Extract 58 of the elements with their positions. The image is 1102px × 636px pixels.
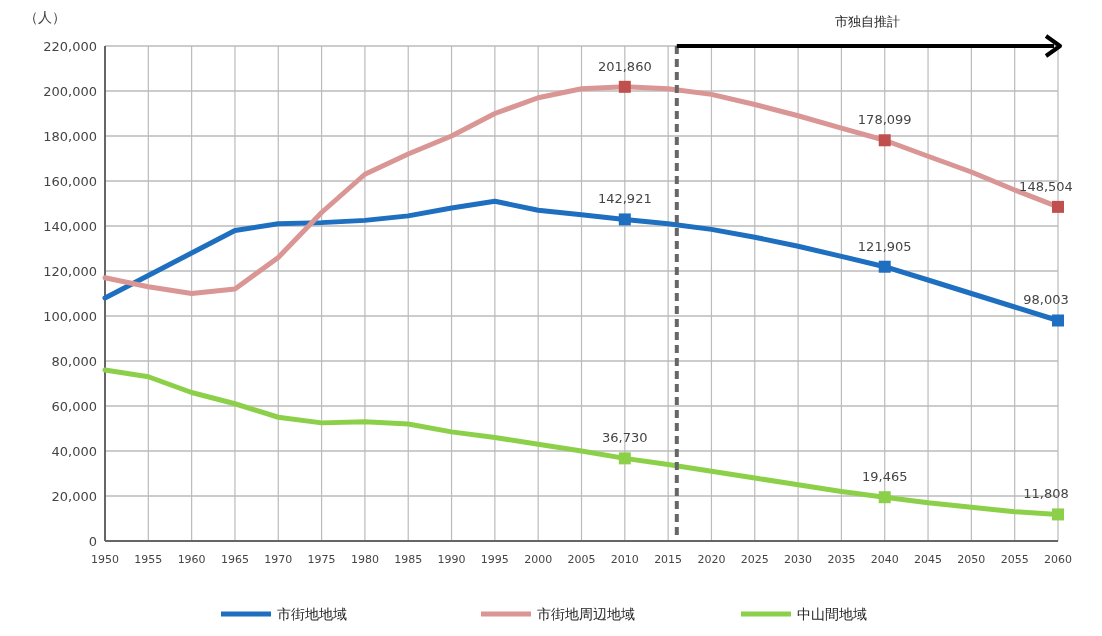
x-tick-label: 1980 — [350, 553, 379, 566]
x-tick-label: 2010 — [610, 553, 639, 566]
point — [878, 491, 891, 504]
x-tick-label: 2045 — [914, 553, 943, 566]
legend-label: 中山間地域 — [797, 606, 867, 622]
x-tick-label: 1985 — [394, 553, 423, 566]
x-tick-label: 2035 — [827, 553, 856, 566]
y-tick-label: 220,000 — [43, 39, 97, 54]
y-tick-label: 160,000 — [43, 174, 97, 189]
x-tick-label: 1990 — [437, 553, 466, 566]
x-tick-label: 1965 — [220, 553, 249, 566]
y-tick-label: 180,000 — [43, 129, 97, 144]
point — [878, 260, 891, 273]
y-tick-label: 120,000 — [43, 264, 97, 279]
x-tick-label: 1970 — [264, 553, 293, 566]
legend-label: 市街地地域 — [277, 606, 347, 622]
legend-label: 市街地周辺地域 — [537, 606, 635, 622]
point — [618, 80, 631, 93]
point — [618, 213, 631, 226]
data-label: 11,808 — [1023, 486, 1069, 502]
x-tick-label: 1955 — [134, 553, 163, 566]
x-tick-label: 2025 — [740, 553, 769, 566]
x-tick-label: 1995 — [480, 553, 509, 566]
x-tick-label: 1975 — [307, 553, 336, 566]
y-tick-label: 40,000 — [51, 444, 97, 459]
x-tick-label: 1960 — [177, 553, 206, 566]
x-tick-label: 2015 — [654, 553, 683, 566]
x-tick-label: 2040 — [870, 553, 899, 566]
data-label: 178,099 — [857, 112, 912, 128]
point — [1052, 200, 1064, 213]
x-tick-label: 1950 — [91, 553, 119, 566]
data-label: 201,860 — [597, 58, 652, 74]
point — [1052, 508, 1064, 521]
y-tick-label: 200,000 — [43, 84, 97, 99]
data-label: 121,905 — [857, 238, 912, 254]
x-tick-label: 2000 — [524, 553, 553, 566]
y-tick-label: 0 — [88, 534, 97, 549]
y-tick-label: 140,000 — [43, 219, 97, 234]
data-label: 98,003 — [1023, 292, 1069, 308]
y-tick-label: 20,000 — [51, 489, 97, 504]
x-tick-label: 2020 — [697, 553, 726, 566]
y-tick-label: 80,000 — [51, 354, 97, 369]
x-tick-label: 2055 — [1000, 553, 1029, 566]
data-label: 148,504 — [1019, 178, 1073, 194]
x-tick-label: 2050 — [957, 553, 986, 566]
point — [1052, 314, 1064, 327]
data-label: 142,921 — [597, 191, 652, 207]
x-tick-label: 2005 — [567, 553, 596, 566]
point — [878, 134, 891, 147]
y-tick-label: 100,000 — [43, 309, 97, 324]
text: 市独自推計 — [834, 14, 900, 29]
x-tick-label: 2060 — [1044, 553, 1072, 566]
x-tick-label: 2030 — [784, 553, 813, 566]
data-label: 36,730 — [602, 430, 648, 446]
point — [618, 452, 631, 465]
data-label: 19,465 — [861, 469, 908, 485]
y-axis-title: （人） — [24, 9, 66, 25]
y-tick-label: 60,000 — [51, 399, 97, 414]
